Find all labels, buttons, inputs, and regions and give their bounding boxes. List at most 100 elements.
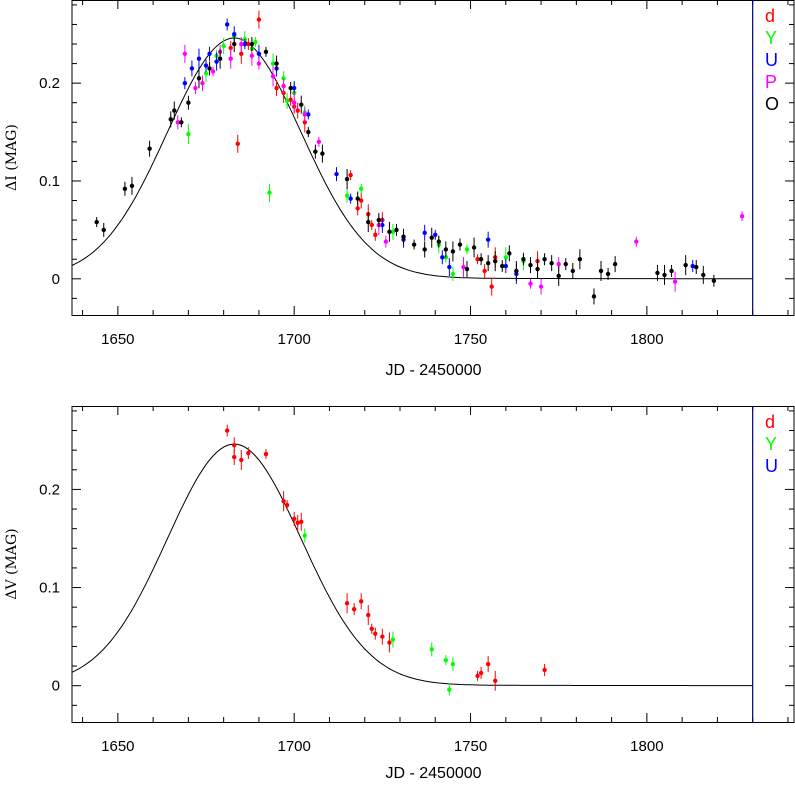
data-point-P	[281, 83, 286, 89]
data-point-d	[359, 599, 364, 604]
data-point-U	[422, 230, 427, 236]
data-point-d	[387, 640, 392, 645]
data-point-O	[274, 61, 279, 66]
data-point-Y	[447, 687, 452, 692]
data-point-O	[662, 272, 667, 278]
data-point-d	[288, 97, 293, 102]
data-point-U	[690, 263, 695, 269]
x-tick-label: 1800	[630, 331, 663, 348]
data-point-O	[591, 294, 597, 299]
data-point-O	[701, 272, 706, 278]
x-tick-label: 1750	[454, 331, 487, 348]
data-point-Y	[390, 637, 396, 642]
data-point-d	[485, 661, 491, 667]
data-point-U	[447, 264, 452, 270]
data-point-U	[196, 56, 202, 61]
data-point-d	[478, 670, 484, 676]
data-point-d	[475, 257, 480, 262]
data-point-U	[503, 263, 508, 269]
data-point-U	[224, 22, 230, 27]
data-point-O	[217, 56, 223, 61]
legend-entry-d: d	[765, 6, 775, 26]
legend-entry-Y: Y	[765, 434, 777, 454]
data-point-O	[411, 242, 417, 247]
data-point-d	[302, 120, 307, 125]
data-point-O	[535, 266, 540, 272]
legend-entry-d: d	[765, 412, 775, 432]
data-point-Y	[503, 255, 508, 260]
data-point-P	[291, 100, 297, 105]
data-point-Y	[302, 533, 307, 538]
data-point-O	[387, 229, 392, 235]
data-point-d	[369, 626, 374, 631]
data-point-O	[542, 257, 547, 262]
data-point-O	[429, 235, 434, 240]
data-point-O	[711, 278, 717, 283]
data-point-P	[210, 69, 216, 74]
data-point-O	[655, 270, 660, 276]
data-point-Y	[450, 661, 456, 667]
data-point-P	[200, 80, 205, 86]
data-point-O	[549, 260, 554, 266]
data-point-d	[291, 516, 297, 522]
data-point-d	[232, 454, 237, 460]
x-tick-label: 1650	[101, 738, 134, 755]
data-point-U	[189, 66, 195, 71]
data-point-d	[246, 41, 251, 47]
y-tick-label: 0	[52, 678, 60, 695]
data-point-P	[461, 264, 466, 270]
x-tick-label: 1700	[278, 331, 311, 348]
data-point-d	[284, 502, 290, 508]
x-axis-label: JD - 2450000	[385, 765, 481, 782]
data-point-Y	[253, 39, 258, 45]
data-point-O	[313, 149, 318, 154]
data-point-U	[232, 32, 237, 37]
data-point-O	[263, 49, 269, 55]
data-point-O	[394, 227, 399, 233]
data-point-Y	[464, 247, 470, 252]
data-point-Y	[281, 76, 286, 81]
data-point-O	[556, 273, 561, 279]
data-point-d	[373, 631, 378, 636]
data-point-O	[207, 66, 212, 71]
data-point-d	[380, 634, 385, 639]
data-point-U	[380, 222, 385, 228]
data-point-U	[242, 41, 248, 47]
data-point-d	[281, 498, 286, 504]
data-point-O	[422, 247, 427, 252]
data-point-O	[577, 257, 583, 262]
data-point-Y	[450, 271, 456, 277]
data-point-O	[249, 41, 255, 47]
data-point-Y	[203, 71, 209, 76]
plot-frame-2	[71, 406, 795, 723]
data-point-O	[436, 239, 441, 244]
data-point-Y	[221, 43, 226, 49]
data-point-O	[464, 266, 470, 272]
data-point-d	[295, 108, 300, 113]
data-point-O	[147, 146, 152, 151]
data-point-P	[182, 51, 188, 57]
y-tick-label: 0.1	[39, 580, 60, 597]
data-point-O	[306, 129, 311, 135]
data-point-O	[94, 219, 99, 225]
data-point-d	[224, 428, 230, 433]
data-point-d	[274, 85, 279, 91]
data-point-O	[471, 245, 477, 250]
x-tick-label: 1750	[454, 738, 487, 755]
data-point-d	[355, 206, 360, 211]
data-point-Y	[359, 186, 364, 192]
plot-frame-1	[71, 0, 795, 316]
data-point-Y	[284, 98, 290, 103]
data-point-P	[193, 85, 198, 91]
data-point-U	[256, 51, 262, 57]
data-point-O	[485, 260, 491, 266]
x-tick-label: 1800	[630, 738, 663, 755]
data-point-O	[683, 262, 688, 268]
data-point-P	[228, 56, 233, 61]
data-point-O	[288, 85, 293, 91]
data-point-Y	[443, 657, 449, 663]
data-point-P	[538, 284, 544, 289]
data-point-U	[440, 255, 445, 260]
data-point-O	[478, 257, 484, 262]
data-point-P	[634, 239, 639, 244]
